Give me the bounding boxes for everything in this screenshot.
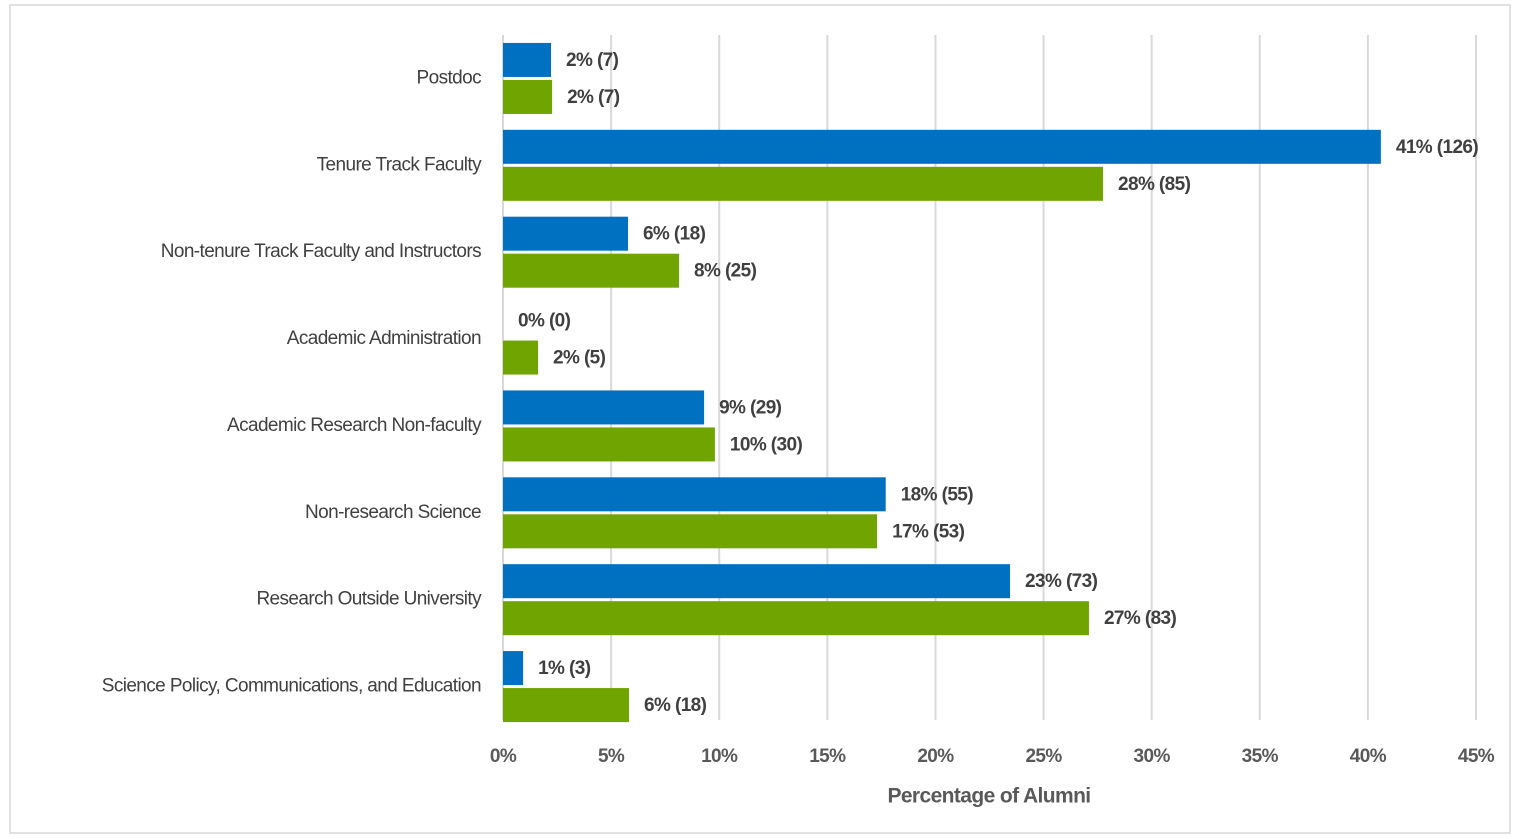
x-tick-label: 10% <box>701 746 738 767</box>
x-tick-label: 20% <box>917 746 954 767</box>
bar <box>503 477 886 512</box>
value-label: 28% (85) <box>1118 174 1191 195</box>
bar <box>503 427 715 462</box>
bar <box>503 651 524 686</box>
x-axis-title: Percentage of Alumni <box>887 785 1090 808</box>
x-tick-label: 15% <box>809 746 846 767</box>
bar <box>503 79 553 114</box>
value-label: 0% (0) <box>518 311 571 332</box>
value-label: 2% (7) <box>567 87 620 108</box>
y-tick-label: Research Outside University <box>256 589 482 610</box>
value-label: 6% (18) <box>644 695 707 716</box>
bar <box>503 216 628 251</box>
x-tick-label: 25% <box>1025 746 1062 767</box>
x-tick-label: 40% <box>1350 746 1387 767</box>
y-tick-label: Academic Research Non-faculty <box>227 415 482 436</box>
bar <box>503 340 539 375</box>
y-tick-label: Tenure Track Faculty <box>317 154 482 175</box>
y-tick-label: Postdoc <box>417 67 482 88</box>
bar <box>503 166 1104 201</box>
x-tick-label: 30% <box>1134 746 1171 767</box>
bar <box>503 129 1381 164</box>
bar <box>503 601 1089 636</box>
value-label: 18% (55) <box>901 484 974 505</box>
value-label: 10% (30) <box>730 434 803 455</box>
x-tick-label: 5% <box>598 746 625 767</box>
bar <box>503 688 630 723</box>
y-tick-label: Academic Administration <box>287 328 481 349</box>
value-label: 27% (83) <box>1104 608 1177 629</box>
bar <box>503 390 705 425</box>
x-tick-label: 45% <box>1458 746 1495 767</box>
value-label: 6% (18) <box>643 224 706 245</box>
bar <box>503 514 878 549</box>
chart-frame <box>9 4 1511 834</box>
value-label: 23% (73) <box>1025 571 1098 592</box>
x-tick-label: 35% <box>1242 746 1279 767</box>
value-label: 41% (126) <box>1396 137 1479 158</box>
value-label: 2% (5) <box>553 348 606 369</box>
y-tick-label: Non-tenure Track Faculty and Instructors <box>161 241 481 262</box>
x-tick-label: 0% <box>490 746 517 767</box>
bar <box>503 564 1011 599</box>
value-label: 8% (25) <box>694 261 757 282</box>
value-label: 9% (29) <box>719 397 782 418</box>
y-tick-label: Science Policy, Communications, and Educ… <box>102 676 481 697</box>
bar <box>503 253 680 288</box>
value-label: 2% (7) <box>566 50 619 71</box>
y-tick-label: Non-research Science <box>305 502 481 523</box>
value-label: 1% (3) <box>538 658 591 679</box>
value-label: 17% (53) <box>892 521 965 542</box>
bar <box>503 42 552 77</box>
